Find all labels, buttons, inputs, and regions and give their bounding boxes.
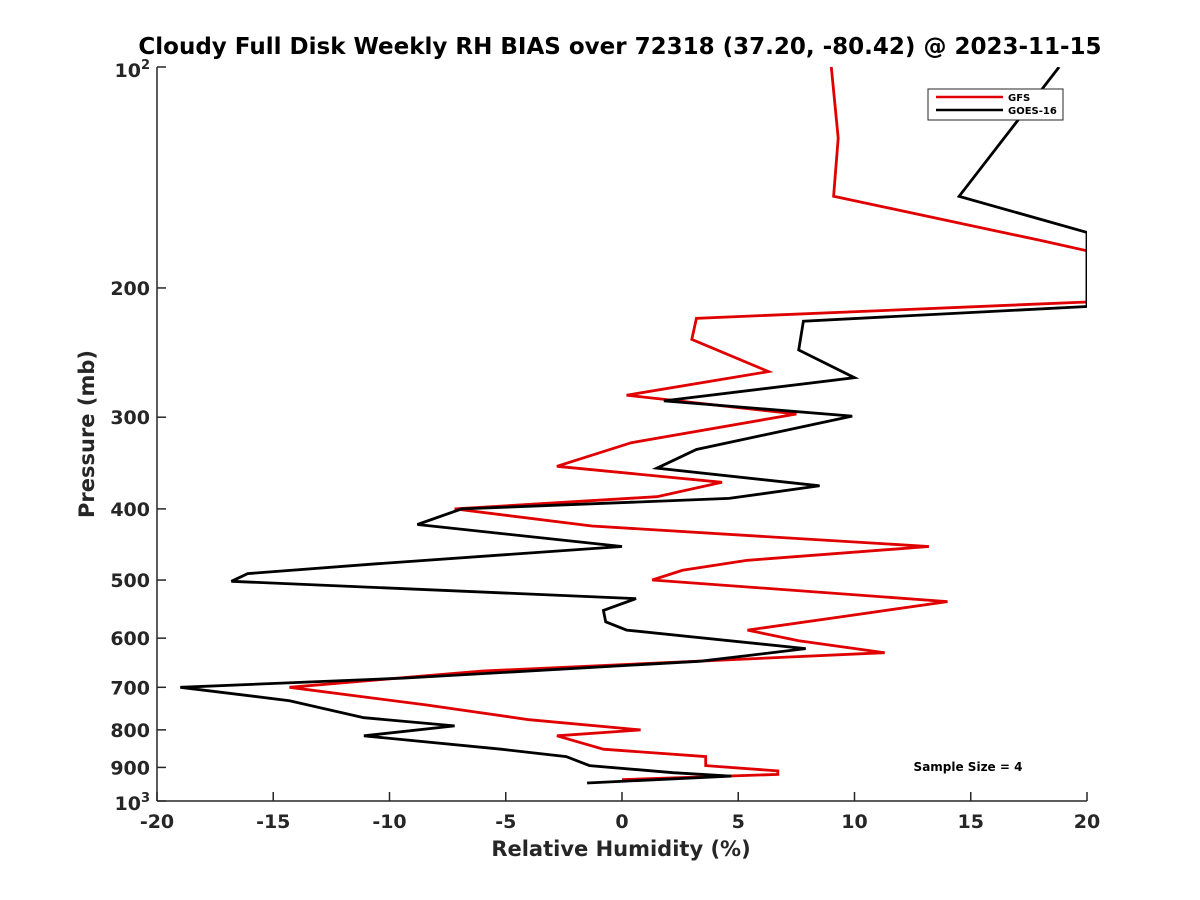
y-tick-label: 300 <box>110 407 150 429</box>
y-tick-label: 800 <box>110 720 150 742</box>
y-tick-top-base: 10 <box>115 60 141 82</box>
y-tick-top-exp: 2 <box>141 58 150 73</box>
y-axis-label: Pressure (mb) <box>75 350 99 518</box>
sample-size-annotation: Sample Size = 4 <box>914 760 1023 774</box>
legend: GFS GOES-16 <box>927 88 1064 121</box>
legend-label-goes16: GOES-16 <box>1008 106 1057 117</box>
plot-area <box>157 67 1087 801</box>
x-tick-label: 10 <box>841 811 867 833</box>
y-tick-label-bottom: 103 <box>115 791 151 815</box>
series-line-gfs <box>289 67 1087 781</box>
x-tick-label: 0 <box>615 811 628 833</box>
y-tick-label: 900 <box>110 757 150 779</box>
x-tick-label: -5 <box>495 811 516 833</box>
y-tick-bottom-exp: 3 <box>141 791 150 806</box>
y-ticks: 200 300 400 500 600 700 800 900 <box>110 66 166 802</box>
x-ticks: -20 -15 -10 -5 0 5 10 15 20 <box>140 792 1100 833</box>
x-tick-label: 15 <box>958 811 984 833</box>
series-line-goes16 <box>180 67 1087 785</box>
legend-label-gfs: GFS <box>1008 93 1030 104</box>
x-axis-label: Relative Humidity (%) <box>491 837 750 861</box>
series-layer <box>180 67 1087 785</box>
legend-box <box>927 88 1064 121</box>
x-tick-label: -10 <box>372 811 406 833</box>
y-tick-label: 600 <box>110 628 150 650</box>
x-tick-label: 20 <box>1074 811 1100 833</box>
y-tick-label: 200 <box>110 278 150 300</box>
y-tick-label: 500 <box>110 570 150 592</box>
y-tick-label: 400 <box>110 499 150 521</box>
y-tick-label-top: 102 <box>115 58 151 82</box>
y-tick-label: 700 <box>110 677 150 699</box>
x-tick-label: -20 <box>140 811 174 833</box>
x-tick-label: 5 <box>732 811 745 833</box>
y-tick-bottom-base: 10 <box>115 793 141 815</box>
chart-title: Cloudy Full Disk Weekly RH BIAS over 723… <box>138 34 1101 60</box>
x-tick-label: -15 <box>256 811 290 833</box>
